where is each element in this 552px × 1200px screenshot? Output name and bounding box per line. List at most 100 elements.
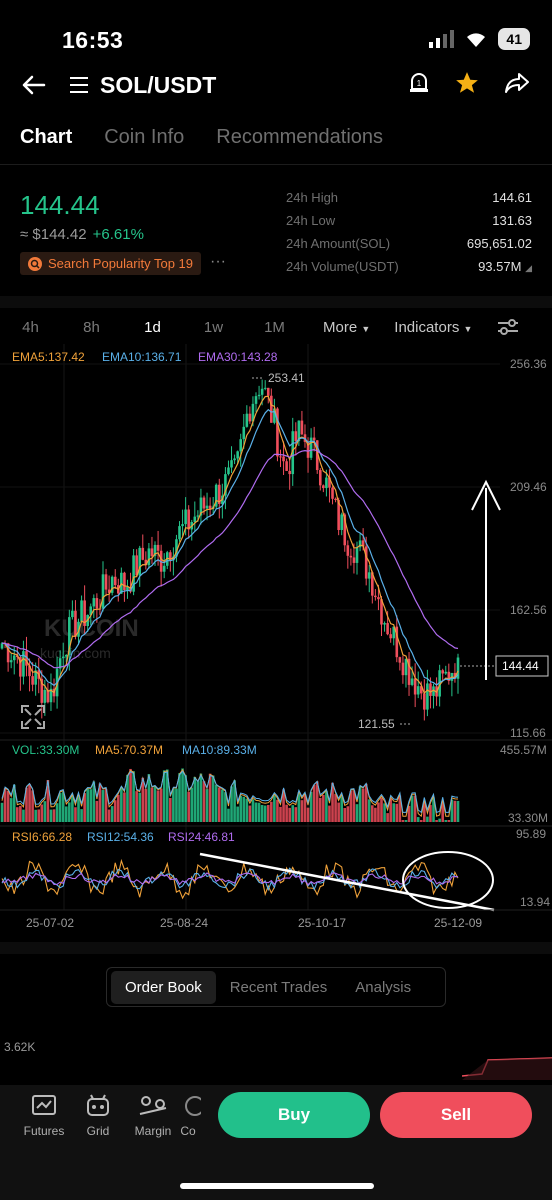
volume-bar [196,781,200,822]
nav-label: Grid [86,1124,110,1138]
volume-bar [135,791,138,822]
volume-bar [303,794,307,822]
stat-row: 24h Amount(SOL) 695,651.02 [286,236,532,259]
candlestick-chart[interactable]: EMA5:137.42 EMA10:136.71 EMA30:143.28 25… [0,344,552,940]
candle-body [322,485,325,489]
volume-bar [392,803,396,822]
interval-4h[interactable]: 4h [22,318,39,336]
candle-body [383,623,386,625]
candle-body [297,420,301,442]
ema-line [2,395,459,695]
interval-bar: 4h 8h 1d 1w 1M More ▼ Indicators ▼ [0,312,552,342]
volume-bar [187,791,190,822]
tab-recent-trades[interactable]: Recent Trades [229,978,328,996]
volume-bar [31,790,34,822]
nav-more-item[interactable]: Co [168,1094,208,1138]
candle-body [230,460,233,468]
section-gap [0,296,552,308]
margin-icon [139,1096,167,1115]
rsi-line [1,858,459,900]
volume-bar [288,807,291,822]
interval-8h[interactable]: 8h [83,318,100,336]
ema-lines-group [2,395,459,695]
volume-bar [374,807,377,822]
candle-body [12,655,16,661]
tab-analysis[interactable]: Analysis [355,978,412,996]
candle-body [416,686,420,695]
futures-icon [32,1095,56,1115]
volume-bar [104,788,108,822]
annotation-arrow-head [471,479,501,511]
volume-bar [224,792,227,822]
alert-bell-icon[interactable]: 1 [408,71,430,95]
indicators-dropdown[interactable]: Indicators ▼ [394,319,472,336]
date-label: 25-10-17 [298,916,346,930]
popularity-badge[interactable]: Search Popularity Top 19 [20,252,202,275]
volume-bar [205,789,209,822]
volume-bar [285,804,288,822]
tab-recommendations[interactable]: Recommendations [216,126,384,148]
tab-chart[interactable]: Chart [20,126,73,148]
interval-1m[interactable]: 1M [264,318,285,336]
stats-panel: 24h High 144.61 24h Low 131.63 24h Amount(… [286,190,532,282]
candle-body [224,474,227,496]
buy-button[interactable]: Buy [218,1092,370,1138]
candle-body [300,420,304,435]
vol-cur-label: 33.30M [508,811,548,825]
volume-bar [291,805,295,822]
candle-body [331,487,334,499]
candle-body [270,395,273,423]
volume-bar [441,801,444,822]
nav-margin[interactable]: Margin [123,1094,183,1138]
volume-bar [141,777,145,822]
tab-coin-info[interactable]: Coin Info [104,126,185,148]
volume-bar [159,788,163,822]
volume-bar [123,792,126,822]
volume-bar [450,799,454,822]
back-button[interactable] [20,72,46,105]
candle-body [104,574,108,590]
max-price-label: 253.41 [268,371,305,385]
volume-bar [245,798,249,822]
candle-body [371,572,374,596]
interval-1w[interactable]: 1w [203,318,224,336]
partial-icon [185,1096,201,1116]
sell-button[interactable]: Sell [380,1092,532,1138]
rsi12-label: RSI12:54.36 [87,830,154,844]
star-icon[interactable] [454,70,480,96]
volume-bar [83,793,86,822]
more-dots-icon[interactable]: ··· [210,253,226,270]
candle-body [193,516,197,522]
nav-grid[interactable]: Grid [68,1094,128,1138]
candle-body [199,497,203,516]
rsi-lines-group [1,858,459,900]
volume-bar [217,787,221,822]
depth-chart-line [462,1057,552,1080]
more-intervals-dropdown[interactable]: More ▼ [323,319,370,336]
axis-label-2: 209.46 [510,480,547,494]
candle-body [413,678,417,695]
candle-body [386,623,389,635]
volume-bar [352,790,356,822]
volume-bar [126,774,129,822]
pair-title[interactable]: SOL/USDT [100,72,217,98]
main-tabs: Chart Coin Info Recommendations [20,126,383,149]
chart-settings-icon[interactable] [496,317,520,337]
volume-bar [447,820,451,822]
tab-order-book[interactable]: Order Book [111,970,216,1004]
volume-bar [398,795,402,822]
corner-icon: ◢ [525,263,532,273]
interval-1d[interactable]: 1d [144,318,161,336]
candle-body [156,544,160,551]
nav-futures[interactable]: Futures [14,1094,74,1138]
volume-bar [120,787,123,822]
volume-bar [55,803,59,822]
share-icon[interactable] [504,71,530,95]
menu-icon[interactable] [70,77,88,98]
rsi-min-label: 13.94 [520,895,550,909]
volume-bar [107,809,111,822]
volume-bar [147,774,151,822]
volume-bar [0,802,4,822]
volume-bar [328,805,331,822]
volume-bar [190,787,194,822]
